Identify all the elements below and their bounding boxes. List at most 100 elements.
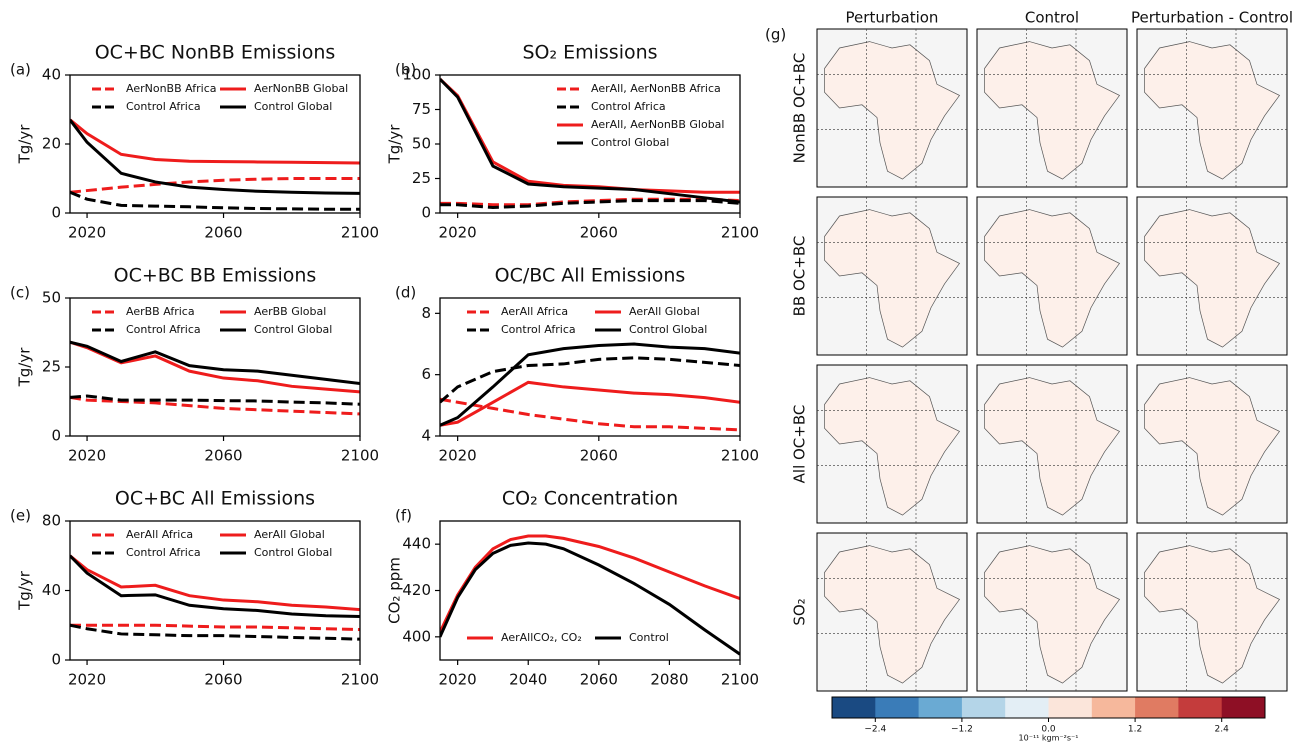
series-line bbox=[70, 190, 360, 211]
y-tick-label: 440 bbox=[402, 535, 431, 553]
y-tick-label: 25 bbox=[412, 169, 431, 187]
x-tick-label: 2060 bbox=[204, 671, 242, 689]
x-tick-label: 2100 bbox=[341, 671, 379, 689]
legend-label: Control Africa bbox=[126, 546, 201, 559]
colorbar-segment bbox=[1221, 697, 1266, 718]
y-tick-label: 25 bbox=[42, 358, 61, 376]
colorbar-tick-label: −1.2 bbox=[951, 725, 973, 735]
panel-label: (a) bbox=[10, 61, 31, 79]
africa-outline bbox=[824, 41, 961, 180]
axes-frame bbox=[439, 74, 741, 214]
y-axis-label: CO₂ ppm bbox=[386, 557, 404, 624]
y-tick-label: 400 bbox=[402, 627, 431, 645]
africa-outline bbox=[824, 545, 961, 684]
x-tick-label: 2020 bbox=[68, 447, 106, 465]
legend-label: Control Global bbox=[629, 323, 707, 336]
y-tick-label: 0 bbox=[51, 204, 61, 222]
column-title: Perturbation bbox=[846, 9, 939, 27]
panel-label: (d) bbox=[395, 284, 416, 302]
colorbar-tick-label: −2.4 bbox=[864, 725, 886, 735]
series-line bbox=[70, 118, 360, 195]
legend-label: Control Global bbox=[254, 546, 332, 559]
series-line bbox=[440, 199, 740, 209]
y-tick-label: 0 bbox=[51, 651, 61, 669]
legend-label: Control bbox=[629, 631, 669, 644]
series-line bbox=[70, 118, 360, 165]
panel-label: (b) bbox=[395, 61, 416, 79]
column-title: Perturbation - Control bbox=[1131, 9, 1293, 27]
x-tick-label: 2060 bbox=[580, 447, 618, 465]
series-line bbox=[70, 395, 360, 416]
chart-title: OC+BC All Emissions bbox=[115, 488, 315, 510]
legend-label: AerAll, AerNonBB Africa bbox=[591, 82, 721, 95]
chart-title: CO₂ Concentration bbox=[502, 488, 678, 510]
legend-label: AerAll Global bbox=[629, 305, 700, 318]
chart-title: OC/BC All Emissions bbox=[495, 265, 686, 287]
y-axis-label: Tg/yr bbox=[16, 124, 34, 165]
legend-label: Control Africa bbox=[126, 100, 201, 113]
legend-label: AerAll Africa bbox=[501, 305, 568, 318]
panel-label: (g) bbox=[765, 26, 786, 44]
x-tick-label: 2020 bbox=[68, 224, 106, 242]
axes-frame bbox=[69, 520, 361, 661]
x-tick-label: 2020 bbox=[439, 671, 477, 689]
africa-outline bbox=[984, 545, 1121, 684]
y-tick-label: 0 bbox=[421, 204, 431, 222]
africa-outline bbox=[984, 377, 1121, 516]
series-line bbox=[440, 78, 740, 204]
series-line bbox=[70, 177, 360, 194]
series-line bbox=[70, 554, 360, 619]
series-line bbox=[70, 394, 360, 406]
africa-outline bbox=[1144, 545, 1281, 684]
colorbar-segment bbox=[1005, 697, 1049, 718]
x-tick-label: 2020 bbox=[68, 671, 106, 689]
legend-label: AerAllCO₂, CO₂ bbox=[501, 631, 582, 644]
y-tick-label: 100 bbox=[402, 66, 431, 84]
y-tick-label: 40 bbox=[42, 581, 61, 599]
legend-label: AerAll, AerNonBB Global bbox=[591, 118, 724, 131]
legend-label: Control Global bbox=[254, 100, 332, 113]
colorbar-segment bbox=[961, 697, 1006, 718]
y-tick-label: 8 bbox=[421, 304, 431, 322]
series-line bbox=[440, 380, 740, 427]
y-tick-label: 80 bbox=[42, 512, 61, 530]
chart-title: OC+BC BB Emissions bbox=[114, 265, 317, 287]
y-tick-label: 75 bbox=[412, 100, 431, 118]
africa-outline bbox=[1144, 209, 1281, 348]
series-line bbox=[440, 534, 740, 633]
colorbar-tick-label: 1.2 bbox=[1128, 725, 1142, 735]
axes-frame bbox=[69, 74, 361, 214]
y-tick-label: 0 bbox=[51, 427, 61, 445]
africa-outline bbox=[984, 209, 1121, 348]
africa-outline bbox=[1144, 377, 1281, 516]
series-line bbox=[70, 623, 360, 632]
x-tick-label: 2100 bbox=[721, 447, 759, 465]
x-tick-label: 2080 bbox=[650, 671, 688, 689]
x-tick-label: 2040 bbox=[509, 671, 547, 689]
row-label: All OC+BC bbox=[791, 405, 809, 484]
panel-label: (c) bbox=[10, 284, 30, 302]
chart-title: SO₂ Emissions bbox=[522, 42, 657, 64]
row-label: NonBB OC+BC bbox=[791, 53, 809, 164]
y-axis-label: Tg/yr bbox=[16, 570, 34, 611]
series-line bbox=[70, 340, 360, 386]
chart-title: OC+BC NonBB Emissions bbox=[95, 42, 336, 64]
row-label: BB OC+BC bbox=[791, 236, 809, 317]
x-tick-label: 2020 bbox=[439, 447, 477, 465]
row-label: SO₂ bbox=[791, 598, 809, 625]
y-tick-label: 20 bbox=[42, 135, 61, 153]
colorbar-label: 10⁻¹¹ kgm⁻²s⁻¹ bbox=[1019, 734, 1079, 743]
y-axis-label: Tg/yr bbox=[16, 347, 34, 388]
legend-label: Control Global bbox=[254, 323, 332, 336]
legend-label: AerAll Global bbox=[254, 528, 325, 541]
africa-outline bbox=[1144, 41, 1281, 180]
x-tick-label: 2100 bbox=[341, 447, 379, 465]
series-line bbox=[440, 541, 740, 656]
y-tick-label: 50 bbox=[412, 135, 431, 153]
axes-frame bbox=[439, 520, 741, 661]
x-tick-label: 2060 bbox=[580, 224, 618, 242]
africa-outline bbox=[824, 209, 961, 348]
colorbar-tick-label: 2.4 bbox=[1215, 725, 1230, 735]
colorbar-segment bbox=[1048, 697, 1093, 718]
